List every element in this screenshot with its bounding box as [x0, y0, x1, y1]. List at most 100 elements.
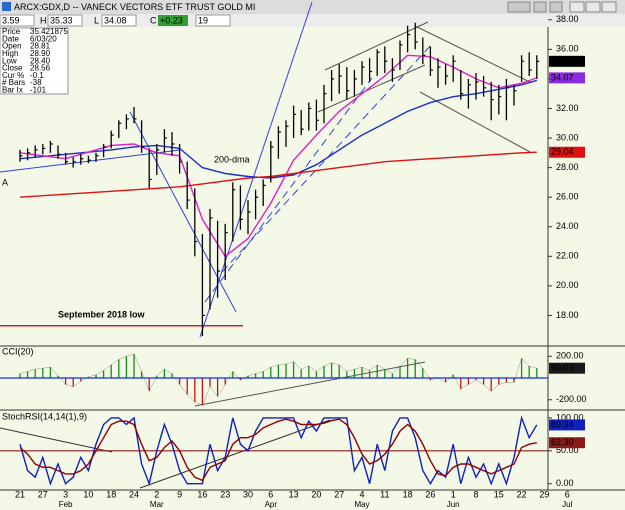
- trend-line: [414, 25, 531, 83]
- x-tick-label: 16: [197, 489, 207, 499]
- quote-text: 34.08: [104, 15, 127, 25]
- info-label: High: [2, 49, 18, 58]
- value-marker-label: 35.19: [551, 56, 574, 66]
- y-tick-label: 38.00: [556, 14, 579, 24]
- cci-line: [19, 353, 537, 406]
- info-box: [0, 27, 69, 95]
- change-box: [158, 15, 188, 26]
- quote-text: 35.33: [50, 15, 73, 25]
- quote-text: L: [94, 15, 99, 25]
- x-tick-label: 4: [359, 489, 364, 499]
- value-marker-label: 29.04: [551, 147, 574, 157]
- y-tick-label: 32.00: [556, 103, 579, 113]
- y-tick-label: 28.00: [556, 162, 579, 172]
- info-value: 28.56: [30, 64, 51, 73]
- value-marker-label: 89.34: [551, 419, 574, 429]
- info-value: 28.81: [30, 42, 51, 51]
- x-tick-label: 8: [473, 489, 478, 499]
- annotation: September 2018 low: [58, 309, 146, 319]
- x-tick-label: 29: [539, 489, 549, 499]
- moving-average: [19, 54, 538, 258]
- stoch-line: [19, 415, 538, 487]
- panel-title: StochRSI(14,14(1),9): [2, 411, 87, 421]
- trend-line: [0, 149, 181, 173]
- trend-line: [199, 1, 313, 338]
- y-tick-label: -200.00: [556, 394, 587, 404]
- y-tick-label: 18.00: [556, 310, 579, 320]
- close-button[interactable]: [601, 1, 617, 13]
- x-tick-label: 21: [15, 489, 25, 499]
- y-tick-label: 30.00: [556, 132, 579, 142]
- x-tick-label: 18: [106, 489, 116, 499]
- value-marker: [549, 362, 585, 374]
- y-tick-label: 22.00: [556, 251, 579, 261]
- x-tick-label: 30: [243, 489, 253, 499]
- y-tick-label: 50.00: [556, 445, 579, 455]
- panel-title: CCI(20): [2, 346, 34, 356]
- month-label: Mar: [150, 500, 164, 509]
- x-tick-label: 11: [380, 489, 389, 499]
- x-tick-label: 13: [289, 489, 299, 499]
- info-value: 35.421875: [30, 27, 68, 36]
- value-marker: [549, 72, 585, 84]
- x-tick-label: 2: [154, 489, 159, 499]
- window-buttons: [507, 1, 617, 13]
- quote-bar: [0, 14, 625, 27]
- info-label: # Bars: [2, 78, 25, 87]
- quote-box: [0, 14, 35, 27]
- trend-line: [0, 427, 113, 453]
- info-label: Date: [2, 34, 19, 43]
- x-tick-label: 1: [451, 489, 456, 499]
- x-tick-label: 26: [425, 489, 435, 499]
- x-tick-label: 18: [403, 489, 413, 499]
- quote-box: [195, 14, 231, 27]
- quote-text: H: [40, 15, 47, 25]
- info-value: -101: [30, 86, 47, 95]
- toolbar-button[interactable]: [533, 1, 547, 13]
- toolbar-button[interactable]: [507, 1, 531, 13]
- minimize-button[interactable]: [569, 1, 585, 13]
- x-tick-label: 22: [517, 489, 527, 499]
- x-tick-label: 3: [63, 489, 68, 499]
- value-marker-label: 34.07: [551, 72, 574, 82]
- chart-title: ARCX:GDX,D -- VANECK VECTORS ETF TRUST G…: [14, 2, 255, 12]
- y-tick-label: 200.00: [556, 351, 584, 361]
- trend-line: [194, 361, 426, 407]
- quote-box: [47, 14, 83, 27]
- toolbar-button[interactable]: [549, 1, 563, 13]
- x-tick-label: 6: [565, 489, 570, 499]
- x-tick-label: 27: [334, 489, 344, 499]
- info-label: Price: [2, 27, 21, 36]
- value-marker: [549, 419, 585, 431]
- y-tick-label: 20.00: [556, 280, 579, 290]
- info-value: 28.90: [30, 49, 51, 58]
- info-value: -38: [30, 78, 42, 87]
- quote-text: 3.59: [2, 15, 20, 25]
- maximize-button[interactable]: [585, 1, 601, 13]
- x-tick-label: 20: [311, 489, 321, 499]
- value-marker-label: 90.03: [551, 363, 574, 373]
- month-label: Jul: [562, 500, 572, 509]
- quote-text: C: [150, 15, 157, 25]
- x-tick-label: 15: [494, 489, 504, 499]
- month-label: Apr: [265, 500, 278, 509]
- info-label: Low: [2, 56, 17, 65]
- stoch-line: [19, 418, 537, 482]
- trend-line: [204, 77, 373, 303]
- info-label: Open: [2, 42, 22, 51]
- info-label: Cur %: [2, 71, 24, 80]
- value-marker: [549, 146, 585, 158]
- x-tick-label: 10: [83, 489, 93, 499]
- info-value: 28.40: [30, 56, 51, 65]
- x-tick-label: 23: [220, 489, 230, 499]
- x-tick-label: 6: [268, 489, 273, 499]
- value-marker-label: 62.30: [551, 437, 574, 447]
- quote-text: 19: [198, 15, 208, 25]
- app-icon: [2, 2, 11, 11]
- month-label: Feb: [59, 500, 73, 509]
- trend-line: [317, 64, 426, 113]
- info-label: Close: [2, 64, 23, 73]
- y-tick-label: 100.00: [556, 412, 584, 422]
- y-tick-label: 24.00: [556, 221, 579, 231]
